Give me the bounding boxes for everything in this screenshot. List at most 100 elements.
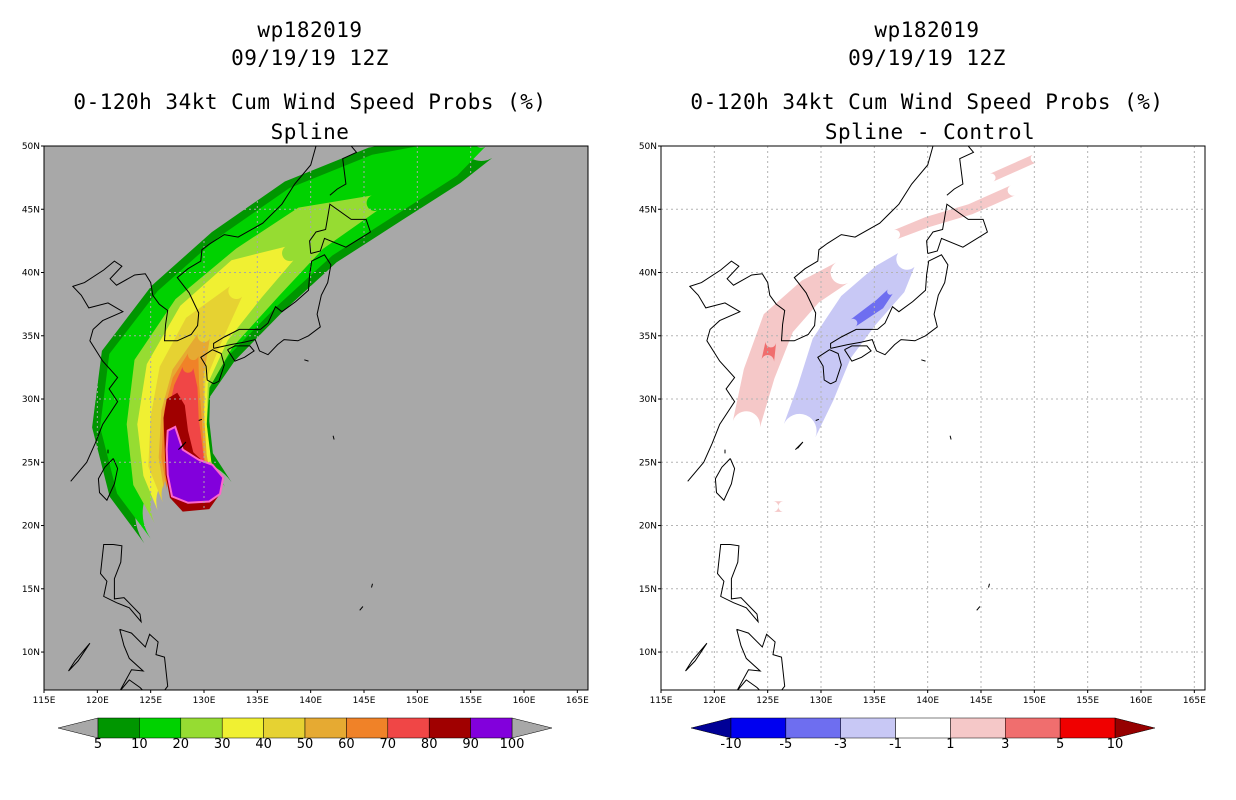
x-tick-label: 165E bbox=[1183, 696, 1206, 706]
colorbar-label: -10 bbox=[720, 737, 741, 752]
coastline bbox=[687, 146, 934, 482]
colorbar-end-high bbox=[511, 717, 553, 739]
x-tick-label: 120E bbox=[86, 696, 109, 706]
coastline bbox=[926, 203, 989, 254]
coastline bbox=[309, 203, 372, 254]
y-tick-label: 30N bbox=[639, 395, 657, 405]
coastline bbox=[830, 254, 949, 356]
right-title-product: 0-120h 34kt Cum Wind Speed Probs (%) bbox=[690, 90, 1164, 114]
y-tick-label: 25N bbox=[639, 458, 657, 468]
colorbar-segment bbox=[1059, 717, 1116, 739]
colorbar-segment bbox=[730, 717, 787, 739]
x-tick-label: 145E bbox=[970, 696, 993, 706]
plot-frame bbox=[43, 145, 589, 691]
plot-frame bbox=[660, 145, 1206, 691]
x-tick-label: 135E bbox=[863, 696, 886, 706]
colorbar-segment bbox=[895, 717, 951, 739]
colorbar-segment bbox=[950, 717, 1006, 739]
colorbar-label: 5 bbox=[94, 737, 102, 752]
coastline bbox=[68, 642, 91, 672]
colorbar-label: 80 bbox=[421, 737, 438, 752]
colorbar-label: 40 bbox=[255, 737, 272, 752]
colorbar-label: -1 bbox=[889, 737, 902, 752]
x-tick-label: 140E bbox=[916, 696, 939, 706]
y-tick-label: 35N bbox=[639, 332, 657, 342]
coastline bbox=[795, 441, 804, 450]
coastline bbox=[685, 642, 708, 672]
y-tick-label: 15N bbox=[22, 585, 40, 595]
x-tick-label: 125E bbox=[756, 696, 779, 706]
coastline bbox=[946, 146, 975, 196]
x-tick-label: 125E bbox=[139, 696, 162, 706]
x-tick-label: 135E bbox=[246, 696, 269, 706]
coastline bbox=[714, 458, 736, 502]
coastline bbox=[329, 146, 358, 196]
x-tick-label: 165E bbox=[566, 696, 589, 706]
colorbar-label: 100 bbox=[500, 737, 525, 752]
x-tick-label: 150E bbox=[406, 696, 429, 706]
right-plot-background bbox=[661, 146, 1205, 690]
coastline bbox=[988, 583, 990, 588]
y-tick-label: 40N bbox=[639, 269, 657, 279]
map-layer bbox=[661, 146, 1205, 690]
coastline bbox=[200, 349, 225, 385]
diff-region-4 bbox=[893, 185, 1016, 239]
left-chart-panel: 115E 120E 125E 130E 135E 140E 145E 150E 155E 160E… bbox=[22, 142, 589, 752]
colorbar-end-low bbox=[57, 717, 99, 739]
coastline bbox=[99, 544, 142, 624]
coastline bbox=[949, 435, 952, 440]
coastline bbox=[119, 628, 169, 690]
coastline bbox=[198, 418, 203, 421]
right-chart-panel: 115E 120E 125E 130E 135E 140E 145E 150E 155E 160E… bbox=[639, 142, 1206, 752]
coastline bbox=[359, 606, 364, 611]
colorbar-end-low bbox=[690, 717, 732, 739]
diff-region-1 bbox=[761, 341, 777, 363]
colorbar-label: 70 bbox=[380, 737, 397, 752]
colorbar-label: -5 bbox=[779, 737, 792, 752]
coastline bbox=[332, 435, 335, 440]
coastline bbox=[716, 544, 759, 624]
x-tick-label: 155E bbox=[1076, 696, 1099, 706]
coastline bbox=[97, 458, 119, 502]
x-tick-label: 160E bbox=[1130, 696, 1153, 706]
coastline bbox=[304, 359, 309, 362]
y-tick-label: 10N bbox=[639, 648, 657, 658]
y-tick-label: 50N bbox=[639, 142, 657, 152]
colorbar-label: 50 bbox=[297, 737, 314, 752]
x-tick-label: 115E bbox=[650, 696, 673, 706]
x-tick-label: 160E bbox=[513, 696, 536, 706]
colorbar-label: 60 bbox=[338, 737, 355, 752]
x-tick-label: 140E bbox=[299, 696, 322, 706]
colorbar-label: 5 bbox=[1056, 737, 1064, 752]
x-tick-label: 115E bbox=[33, 696, 56, 706]
diff-region-3 bbox=[850, 289, 893, 327]
diff-region-0 bbox=[732, 262, 849, 428]
colorbar-label: -3 bbox=[834, 737, 847, 752]
coastline bbox=[815, 418, 820, 421]
coastline bbox=[844, 345, 872, 362]
y-tick-label: 45N bbox=[22, 205, 40, 215]
x-tick-label: 130E bbox=[193, 696, 216, 706]
prob-contour-100 bbox=[165, 425, 225, 504]
coastline bbox=[213, 254, 332, 356]
left-title-date: 09/19/19 12Z bbox=[231, 46, 389, 70]
y-tick-label: 50N bbox=[22, 142, 40, 152]
colorbar-segment bbox=[346, 717, 389, 739]
right-title-date: 09/19/19 12Z bbox=[848, 46, 1006, 70]
y-tick-label: 35N bbox=[22, 332, 40, 342]
right-title-subtitle: Spline - Control bbox=[824, 120, 1036, 144]
colorbar-segment bbox=[470, 717, 513, 739]
colorbar-segment bbox=[1005, 717, 1061, 739]
y-tick-label: 20N bbox=[22, 522, 40, 532]
colorbar-segment bbox=[840, 717, 896, 739]
left-title-id: wp182019 bbox=[257, 18, 363, 42]
left-title-product: 0-120h 34kt Cum Wind Speed Probs (%) bbox=[73, 90, 547, 114]
coastline bbox=[736, 628, 786, 690]
colorbar-segment bbox=[263, 717, 306, 739]
colorbar-segment bbox=[221, 717, 264, 739]
x-tick-label: 145E bbox=[353, 696, 376, 706]
coastline bbox=[817, 349, 842, 385]
diff-region-6 bbox=[773, 501, 784, 512]
colorbar-segment bbox=[428, 717, 471, 739]
